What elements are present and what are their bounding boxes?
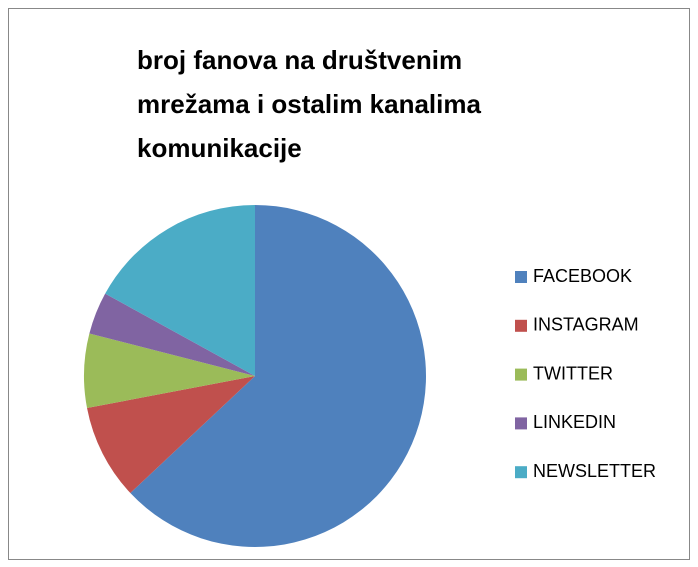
pie-slice <box>87 376 256 494</box>
legend-swatch <box>515 417 527 430</box>
pie-slice <box>130 205 427 547</box>
chart-title: broj fanova na društvenim mrežama i osta… <box>137 45 481 163</box>
legend-swatch <box>515 319 527 332</box>
legend-label: NEWSLETTER <box>533 461 656 481</box>
chart-border <box>8 8 690 560</box>
legend-label: FACEBOOK <box>533 266 632 286</box>
legend-label: TWITTER <box>533 363 613 383</box>
legend-swatch <box>515 466 527 479</box>
legend-swatch <box>515 368 527 381</box>
legend-label: INSTAGRAM <box>533 315 639 335</box>
legend-label: LINKEDIN <box>533 412 616 432</box>
pie-slice <box>105 205 256 376</box>
pie-slice <box>84 333 255 409</box>
legend-swatch <box>515 271 527 283</box>
pie-slice <box>89 293 255 376</box>
